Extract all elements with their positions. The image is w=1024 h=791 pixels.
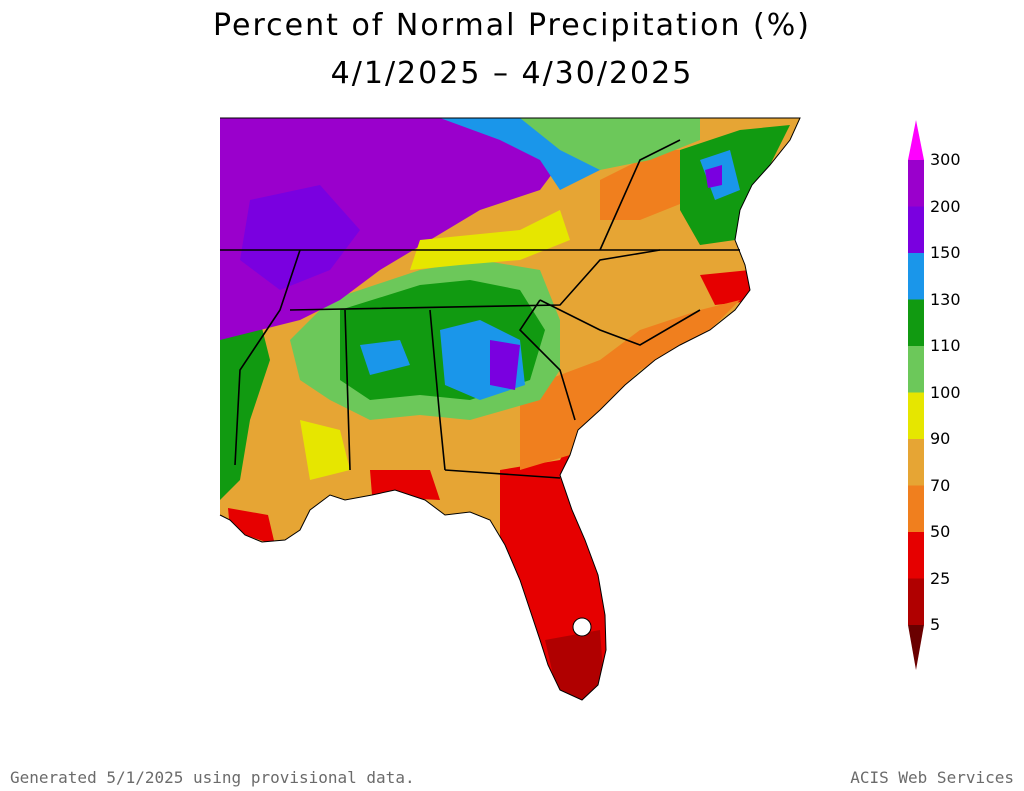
ga-fl-line: [444, 469, 561, 479]
region-90-100-ms: [300, 420, 350, 480]
river-line: [234, 249, 301, 466]
precip-shading: [220, 118, 800, 700]
legend-label: 25: [930, 568, 951, 588]
source-credit: ACIS Web Services: [850, 768, 1014, 787]
legend-label: 150: [930, 243, 961, 262]
date-range: 4/1/2025 – 4/30/2025: [330, 56, 694, 91]
region-50-70-va: [600, 150, 700, 220]
region-100-110-wv: [520, 118, 700, 170]
region-200-300: [240, 185, 360, 290]
region-110-130-west: [220, 320, 270, 500]
al-ga-line: [429, 309, 446, 471]
legend-swatch: [908, 160, 924, 207]
legend-label: 70: [930, 475, 951, 495]
region-90-100: [410, 210, 570, 270]
legend-label: 50: [930, 522, 951, 541]
region-5-25-fl: [545, 630, 605, 700]
coastline: [219, 117, 801, 701]
legend-label: 300: [930, 150, 961, 169]
region-150-200-ga: [490, 340, 520, 390]
region-25-50-gulf: [370, 470, 440, 500]
legend-label: 200: [930, 196, 961, 216]
legend-top-arrow: [908, 120, 924, 160]
legend-label: 90: [930, 429, 951, 448]
lake-okeechobee: [572, 617, 592, 637]
legend-swatch: [908, 299, 924, 346]
legend-swatch: [908, 485, 924, 532]
region-150-200-md: [705, 165, 722, 188]
legend-swatch: [908, 253, 924, 300]
va-border: [599, 139, 681, 251]
ga-sc-line: [518, 299, 576, 421]
legend-swatch: [908, 392, 924, 439]
legend-swatch: [908, 578, 924, 625]
ga-sc-nc-line: [539, 299, 701, 346]
legend-bottom-arrow: [908, 625, 924, 670]
legend-swatch: [908, 532, 924, 579]
legend-label: 130: [930, 289, 961, 309]
legend-label: 5: [930, 615, 941, 634]
tn-south-line: [289, 249, 661, 311]
ms-al-line: [344, 309, 351, 471]
legend-swatch: [908, 206, 924, 253]
generated-note: Generated 5/1/2025 using provisional dat…: [10, 768, 415, 787]
color-legend: [908, 120, 924, 670]
state-boundaries: [220, 139, 740, 479]
legend-swatch: [908, 439, 924, 486]
legend-label: 110: [930, 336, 961, 355]
region-130-150-al: [360, 340, 410, 375]
legend-label: 100: [930, 382, 961, 402]
region-150-200: [220, 118, 570, 340]
legend-swatch: [908, 346, 924, 393]
map-title: Percent of Normal Precipitation (%): [213, 8, 811, 43]
region-25-50-la: [228, 508, 275, 545]
